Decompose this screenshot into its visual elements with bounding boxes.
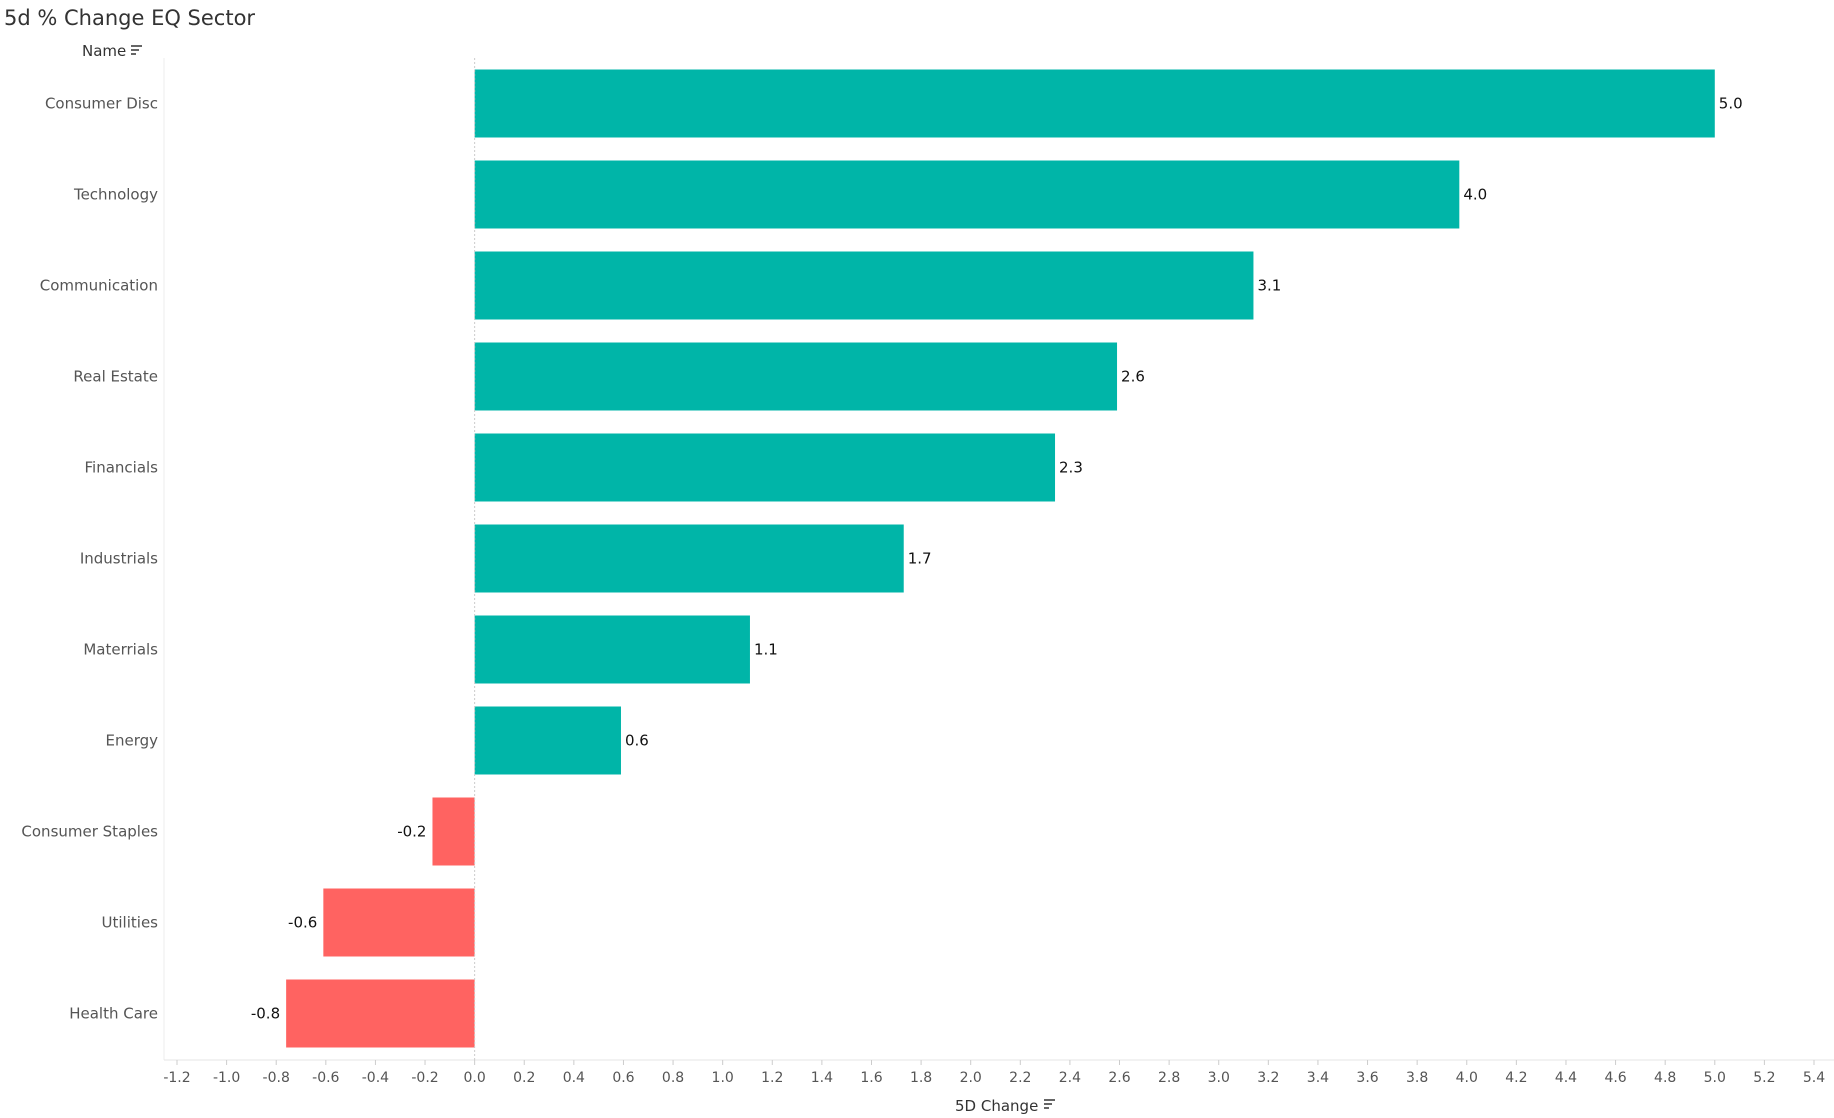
data-label: -0.6 [288,914,317,932]
x-axis-ticks: -1.2 -1.0 -0.8 -0.6 -0.4 -0.2 0.0 0.2 0.4 0.6 0.8 1… [163,1060,1825,1086]
bar-technology[interactable] [474,160,1460,229]
x-tick-label: -0.8 [263,1070,290,1086]
x-tick-label: -1.2 [163,1070,190,1086]
data-label: 1.7 [908,550,932,568]
x-tick-label: 0.2 [513,1070,535,1086]
category-header[interactable]: Name [82,42,126,60]
x-tick-label: 3.0 [1208,1070,1230,1086]
data-label: 1.1 [754,641,778,659]
category-labels: Consumer Disc Technology Communication Real… [21,95,158,1023]
category-label: Utilities [102,914,159,932]
x-tick-label: 5.2 [1753,1070,1775,1086]
data-label: 0.6 [625,732,649,750]
x-tick-label: 2.8 [1158,1070,1180,1086]
x-tick-label: -1.0 [213,1070,240,1086]
x-tick-label: 1.4 [811,1070,833,1086]
data-label: 3.1 [1257,277,1281,295]
bar-utilities[interactable] [323,888,475,957]
category-label: Consumer Staples [21,823,158,841]
x-tick-label: 1.8 [910,1070,932,1086]
category-label: Communication [40,277,158,295]
bars-layer [286,69,1715,1048]
category-label: Industrials [80,550,158,568]
category-label: Health Care [69,1005,158,1023]
x-tick-label: -0.2 [411,1070,438,1086]
data-label: -0.2 [397,823,426,841]
bar-health-care[interactable] [286,979,475,1048]
x-tick-label: 4.0 [1456,1070,1478,1086]
x-tick-label: 0.4 [563,1070,585,1086]
bar-consumer-staples[interactable] [432,797,475,866]
category-label: Financials [85,459,159,477]
x-tick-label: 4.8 [1654,1070,1676,1086]
bar-industrials[interactable] [474,524,904,593]
x-tick-label: 2.0 [960,1070,982,1086]
sort-icon[interactable] [131,45,142,55]
bar-consumer-disc[interactable] [474,69,1715,138]
x-tick-label: 1.0 [712,1070,734,1086]
category-label: Consumer Disc [45,95,158,113]
x-tick-label: 4.4 [1555,1070,1577,1086]
x-tick-label: -0.6 [312,1070,339,1086]
x-tick-label: 3.2 [1257,1070,1279,1086]
x-tick-label: 1.6 [860,1070,882,1086]
data-label: -0.8 [251,1005,280,1023]
bar-materrials[interactable] [474,615,750,684]
x-tick-label: 2.2 [1009,1070,1031,1086]
x-tick-label: 4.6 [1604,1070,1626,1086]
x-tick-label: 2.6 [1108,1070,1130,1086]
x-tick-label: 2.4 [1059,1070,1081,1086]
x-tick-label: 0.8 [662,1070,684,1086]
x-tick-label: -0.4 [362,1070,389,1086]
x-tick-label: 4.2 [1505,1070,1527,1086]
x-tick-label: 0.0 [464,1070,486,1086]
x-axis-title[interactable]: 5D Change [955,1097,1038,1115]
x-tick-label: 3.8 [1406,1070,1428,1086]
bar-financials[interactable] [474,433,1056,502]
data-label: 2.3 [1059,459,1083,477]
sort-icon[interactable] [1044,1099,1055,1109]
x-tick-label: 1.2 [761,1070,783,1086]
x-tick-label: 5.4 [1803,1070,1825,1086]
category-label: Materrials [83,641,158,659]
x-tick-label: 5.0 [1704,1070,1726,1086]
category-label: Energy [105,732,158,750]
bar-real-estate[interactable] [474,342,1118,411]
category-label: Real Estate [73,368,158,386]
plot-frame [163,58,1834,1061]
x-tick-label: 3.4 [1307,1070,1329,1086]
category-label: Technology [73,186,158,204]
data-label: 5.0 [1719,95,1743,113]
data-labels: 5.0 4.0 3.1 2.6 2.3 1.7 1.1 0.6 -0.2 -0.6 -0.8 [251,95,1743,1023]
data-label: 2.6 [1121,368,1145,386]
x-tick-label: 3.6 [1356,1070,1378,1086]
data-label: 4.0 [1463,186,1487,204]
chart-title: 5d % Change EQ Sector [4,6,256,30]
bar-communication[interactable] [474,251,1254,320]
bar-energy[interactable] [474,706,621,775]
x-tick-label: 0.6 [612,1070,634,1086]
